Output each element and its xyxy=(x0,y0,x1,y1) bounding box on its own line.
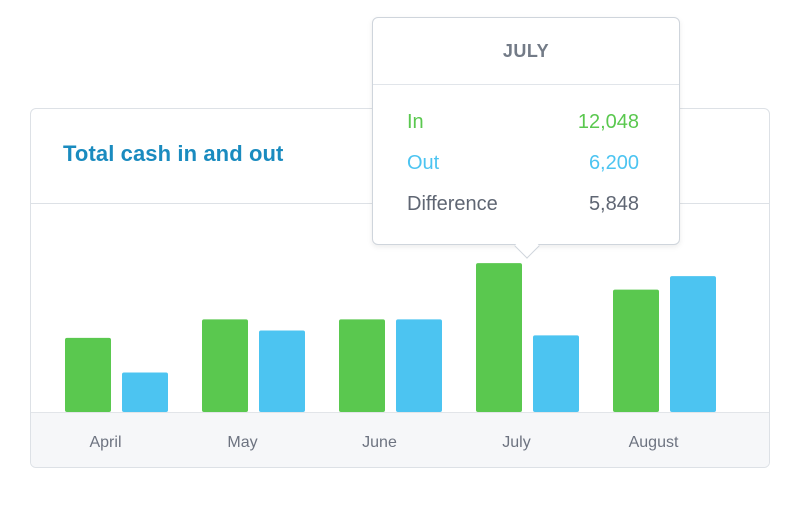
x-tick-label: July xyxy=(502,434,530,451)
tooltip-in-value: 12,048 xyxy=(577,110,639,133)
bar-chart: April May June July August xyxy=(65,263,716,451)
x-tick-label: April xyxy=(89,434,121,451)
tooltip-row-difference: Difference 5,848 xyxy=(407,189,639,219)
x-tick-label: August xyxy=(629,434,679,451)
tooltip-difference-value: 5,848 xyxy=(588,192,639,215)
bar-out-may[interactable] xyxy=(259,330,305,412)
tooltip-in-label: In xyxy=(407,110,424,133)
tooltip-out-label: Out xyxy=(407,151,440,174)
bar-out-august[interactable] xyxy=(670,276,716,412)
x-tick-label: May xyxy=(227,434,257,451)
bar-out-june[interactable] xyxy=(396,319,442,412)
tooltip-out-value: 6,200 xyxy=(588,151,639,174)
bar-in-july[interactable] xyxy=(476,263,522,412)
tooltip-month: JULY xyxy=(373,18,679,85)
bar-out-july[interactable] xyxy=(533,335,579,412)
chart-title: Total cash in and out xyxy=(63,141,284,166)
x-axis-band xyxy=(31,412,769,467)
bar-in-august[interactable] xyxy=(613,289,659,412)
tooltip-difference-label: Difference xyxy=(407,192,498,215)
july-tooltip: JULY In 12,048 Out 6,200 Difference 5,84… xyxy=(372,17,680,259)
bar-in-may[interactable] xyxy=(202,319,248,412)
bar-in-june[interactable] xyxy=(339,319,385,412)
bar-out-april[interactable] xyxy=(122,372,168,412)
tooltip-row-out: Out 6,200 xyxy=(407,148,639,178)
bar-in-april[interactable] xyxy=(65,337,111,412)
tooltip-row-in: In 12,048 xyxy=(407,107,639,137)
x-tick-label: June xyxy=(362,434,397,451)
